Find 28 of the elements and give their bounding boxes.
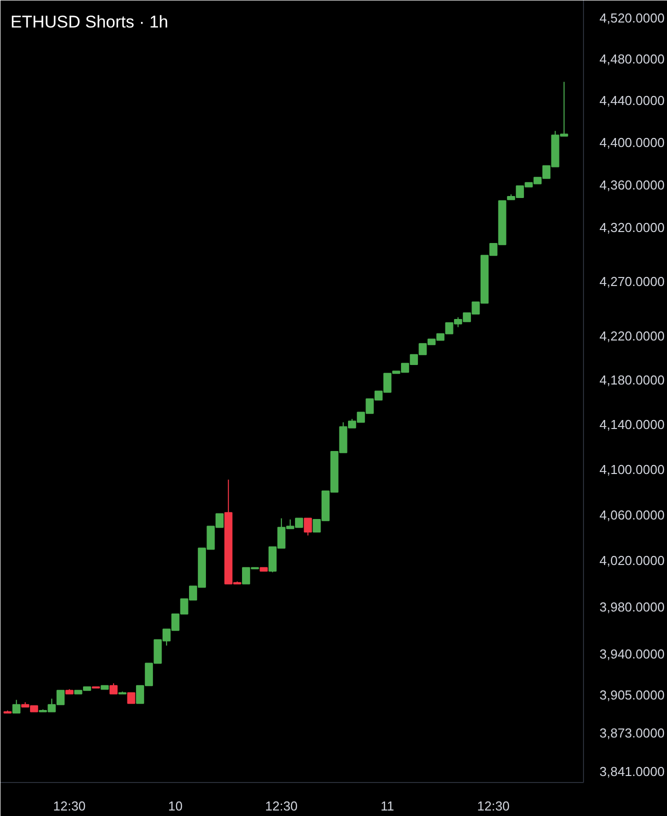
x-tick-label: 12:30 <box>265 798 298 814</box>
candlestick <box>127 692 136 704</box>
x-tick-label: 11 <box>380 798 394 814</box>
y-tick-label: 4,020.0000 <box>600 553 665 568</box>
y-tick-label: 4,400.0000 <box>600 134 665 150</box>
y-tick-label: 4,180.0000 <box>600 372 665 388</box>
y-tick-label: 4,270.0000 <box>600 274 665 289</box>
y-tick-label: 4,480.0000 <box>600 52 665 67</box>
y-tick-label: 4,220.0000 <box>600 328 665 344</box>
candlestick <box>110 682 118 694</box>
y-tick-label: 4,360.0000 <box>600 177 665 192</box>
y-tick-label: 3,980.0000 <box>600 600 665 615</box>
y-tick-label: 4,060.0000 <box>600 507 665 522</box>
y-tick-label: 3,905.0000 <box>600 688 665 703</box>
text: ETHUSD Shorts · 1h <box>10 12 168 32</box>
y-tick-label: 4,100.0000 <box>600 462 665 477</box>
y-tick-label: 4,320.0000 <box>600 220 665 235</box>
x-tick-label: 10 <box>168 798 183 814</box>
y-tick-label: 3,873.0000 <box>600 726 665 741</box>
y-tick-label: 3,841.0000 <box>600 764 665 780</box>
candlestick <box>12 699 20 714</box>
y-tick-label: 3,940.0000 <box>600 646 665 662</box>
x-tick-label: 12:30 <box>53 798 86 814</box>
candlestick <box>304 518 312 536</box>
y-tick-label: 4,520.0000 <box>600 10 665 26</box>
y-tick-label: 4,440.0000 <box>600 93 665 108</box>
x-tick-label: 12:30 <box>477 798 510 814</box>
y-tick-label: 4,140.0000 <box>600 417 665 432</box>
